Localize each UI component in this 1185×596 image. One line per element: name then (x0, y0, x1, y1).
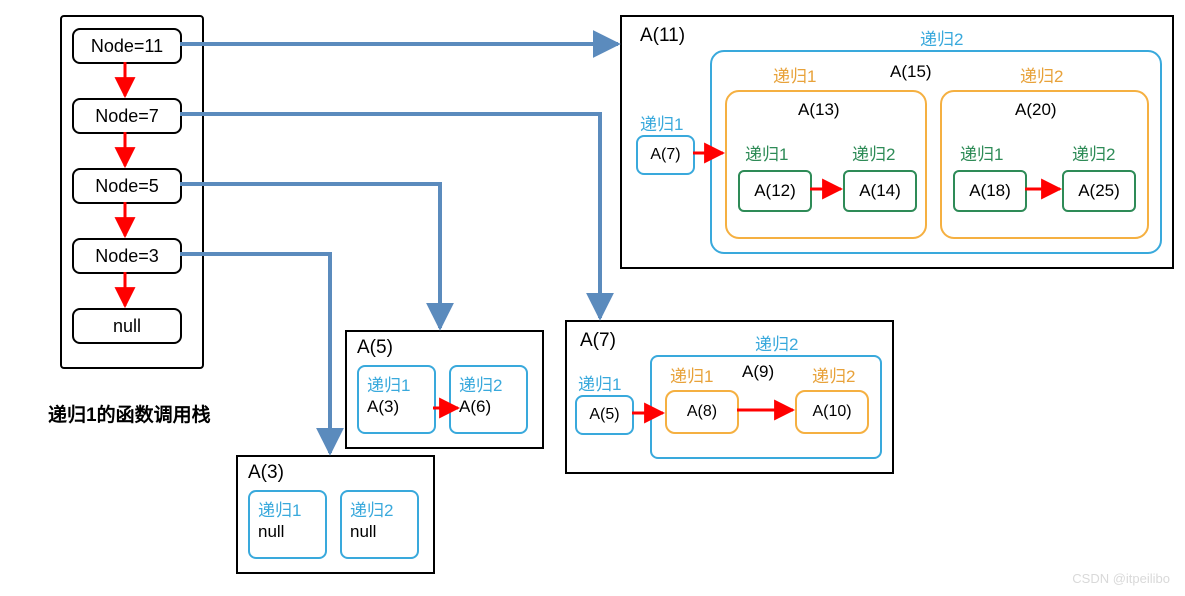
a7-title: A(7) (580, 330, 616, 352)
a7-leaf1: A(8) (687, 403, 717, 421)
a11-rightleaf2-box: A(25) (1062, 170, 1136, 212)
a11-mid-title: A(15) (890, 62, 932, 82)
a11-rightleaf1: A(18) (969, 181, 1011, 201)
a11-leftleaf2-box: A(14) (843, 170, 917, 212)
a11-right-title: A(20) (1015, 100, 1057, 120)
a7-outer-rec2: 递归2 (755, 330, 798, 355)
a11-right-rec2: 递归2 (1072, 140, 1115, 165)
a7-inner-rec1: 递归1 (670, 362, 713, 387)
a5-rec2-label: 递归2 (459, 371, 502, 396)
a11-left-rec2: 递归2 (852, 140, 895, 165)
a7-rec1-label: 递归1 (578, 370, 621, 395)
a5-rec2-val: A(6) (459, 397, 491, 417)
a11-rightleaf1-box: A(18) (953, 170, 1027, 212)
watermark: CSDN @itpeilibo (1072, 571, 1170, 586)
a7-leaf1-box: A(8) (665, 390, 739, 434)
a7-rec1-val: A(5) (589, 406, 619, 424)
a11-outer-rec2: 递归2 (920, 25, 963, 50)
a11-mid-rec2: 递归2 (1020, 62, 1063, 87)
a3-rec1-label: 递归1 (258, 496, 301, 521)
a11-rightleaf2: A(25) (1078, 181, 1120, 201)
a11-left-rec1: 递归1 (745, 140, 788, 165)
a11-leftleaf2: A(14) (859, 181, 901, 201)
a11-right-rec1: 递归1 (960, 140, 1003, 165)
stack-node: Node=3 (72, 238, 182, 274)
a5-rec1-label: 递归1 (367, 371, 410, 396)
a5-title: A(5) (357, 337, 393, 359)
a11-left-title: A(13) (798, 100, 840, 120)
a3-rec1-val: null (258, 522, 284, 542)
a7-leaf2-box: A(10) (795, 390, 869, 434)
a3-rec2-label: 递归2 (350, 496, 393, 521)
a11-leftleaf1-box: A(12) (738, 170, 812, 212)
a7-inner-title: A(9) (742, 362, 774, 382)
stack-node: Node=5 (72, 168, 182, 204)
a11-title: A(11) (640, 25, 685, 47)
stack-node: Node=11 (72, 28, 182, 64)
a3-rec2-val: null (350, 522, 376, 542)
stack-node: null (72, 308, 182, 344)
a11-rec1-val: A(7) (650, 146, 680, 164)
a11-rec1-label: 递归1 (640, 110, 683, 135)
stack-node: Node=7 (72, 98, 182, 134)
a11-rec1-val-box: A(7) (636, 135, 695, 175)
a7-rec1-val-box: A(5) (575, 395, 634, 435)
a7-leaf2: A(10) (812, 403, 851, 421)
a5-rec1-val: A(3) (367, 397, 399, 417)
a3-title: A(3) (248, 462, 284, 484)
a11-leftleaf1: A(12) (754, 181, 796, 201)
a11-mid-rec1: 递归1 (773, 62, 816, 87)
stack-caption: 递归1的函数调用栈 (48, 400, 211, 427)
a7-inner-rec2: 递归2 (812, 362, 855, 387)
